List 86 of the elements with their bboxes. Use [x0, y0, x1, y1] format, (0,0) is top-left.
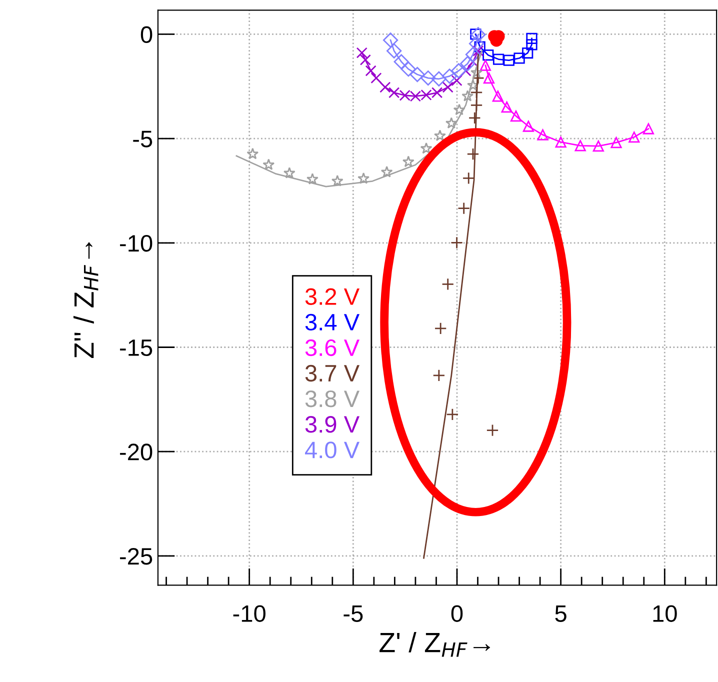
point [460, 56, 476, 72]
point [466, 148, 480, 160]
point [451, 75, 462, 86]
point [365, 65, 376, 76]
point [483, 72, 495, 84]
point [468, 112, 481, 124]
point [555, 136, 566, 148]
point [480, 60, 491, 71]
point [445, 117, 458, 129]
text: 3.2 V [305, 288, 360, 305]
point [526, 39, 538, 50]
point [380, 166, 393, 178]
point [306, 173, 318, 184]
point [592, 140, 604, 152]
point [472, 72, 484, 84]
text: 4.0 V [305, 442, 360, 458]
point [434, 322, 447, 335]
point [610, 136, 622, 148]
point [510, 110, 522, 122]
point [537, 129, 548, 140]
point [514, 52, 525, 64]
y-tick-label: -25 [120, 548, 152, 565]
text: 3.8 V [305, 390, 360, 408]
y-axis-title: Z'' / Z$_{HF}$→ [73, 242, 98, 358]
x-tick-label: 5 [555, 605, 566, 622]
point [331, 174, 344, 186]
x-tick-label: -5 [344, 605, 363, 622]
y-tick-label: 0 [140, 26, 152, 44]
point [628, 132, 640, 143]
point [356, 47, 368, 58]
x-tick-label: 0 [451, 605, 463, 622]
point [470, 66, 482, 78]
x-tick-label: 10 [653, 605, 677, 622]
point [451, 63, 466, 78]
text: 3.9 V [305, 416, 360, 433]
point [402, 156, 414, 168]
point [492, 54, 504, 65]
x-tick-label: -10 [233, 605, 266, 622]
point [526, 32, 538, 44]
y-tick-label: -15 [120, 340, 152, 356]
point [642, 123, 654, 134]
point [432, 369, 446, 382]
point [442, 278, 454, 290]
point [400, 62, 416, 77]
point [380, 82, 391, 93]
point [453, 104, 466, 116]
point [431, 71, 446, 86]
point [446, 408, 459, 421]
point [486, 424, 499, 437]
y-tick-label: -10 [120, 234, 152, 252]
point [420, 70, 436, 86]
point [458, 202, 470, 215]
point [450, 236, 464, 249]
text: 3.6 V [305, 339, 360, 356]
point [470, 27, 486, 42]
point [482, 50, 494, 61]
y-tick-label: -5 [133, 130, 152, 148]
point [462, 172, 475, 184]
y-tick-label: -20 [120, 444, 152, 460]
point [574, 140, 586, 152]
point [358, 172, 370, 184]
point [492, 90, 504, 102]
point [501, 102, 512, 113]
point [522, 47, 534, 59]
point [434, 130, 446, 142]
point [468, 36, 484, 52]
point [283, 166, 296, 178]
point [246, 148, 259, 160]
point [503, 54, 514, 66]
point [522, 120, 534, 132]
text: 3.4 V [305, 314, 360, 331]
point [262, 158, 275, 170]
point [394, 54, 409, 70]
point [467, 79, 479, 91]
point [386, 43, 402, 58]
point [442, 82, 454, 93]
point [465, 46, 481, 62]
point [410, 66, 425, 82]
point [370, 72, 382, 84]
point [360, 54, 371, 66]
point [382, 32, 398, 48]
text: 3.7 V [305, 364, 360, 382]
x-axis-title: Z' / Z$_{HF}$→ [380, 632, 490, 657]
point [462, 90, 474, 102]
point [442, 68, 458, 84]
point [420, 142, 432, 154]
